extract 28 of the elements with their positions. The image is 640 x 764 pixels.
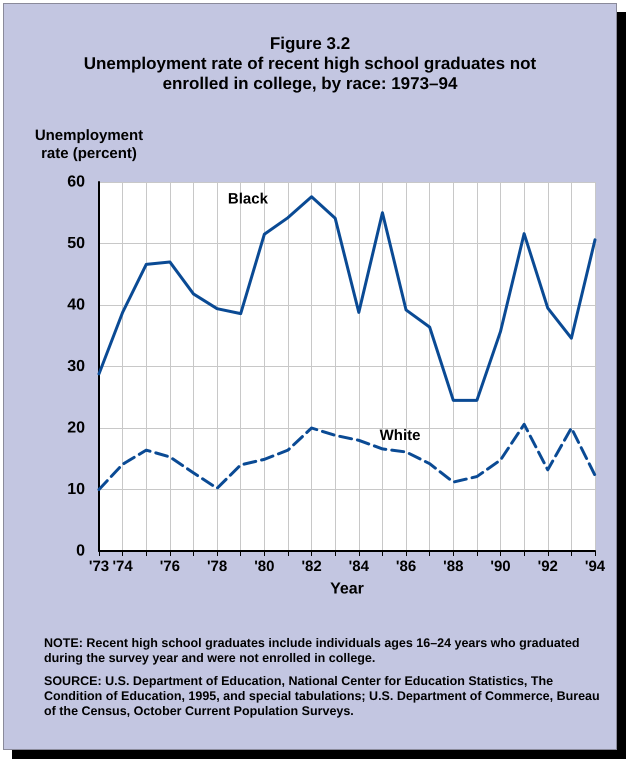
y-tick-label: 30 <box>67 358 86 375</box>
y-tick-label: 50 <box>67 235 86 252</box>
x-tick-label: '80 <box>254 558 274 575</box>
y-tick-label: 40 <box>67 296 86 314</box>
x-tick-label: '88 <box>443 558 464 575</box>
x-tick-label: '92 <box>538 558 558 575</box>
x-tick-label: '90 <box>490 558 511 575</box>
chart-subtitle: Unemployment rate of recent high school graduates not enrolled in college, by race: 1973–94 <box>82 54 538 94</box>
y-tick-label: 0 <box>76 542 86 560</box>
line-series <box>98 422 596 491</box>
y-tick-label: 20 <box>67 420 86 436</box>
series-label: Black <box>228 190 269 208</box>
x-tick-label: '86 <box>396 558 416 575</box>
x-tick-label: '94 <box>584 558 606 575</box>
y-axis-title: Unemployment rate (percent) <box>34 127 144 163</box>
text: NOTE: Recent high school graduates include individuals ages 16–24 years who graduated during the survey year and were not enrolled in college. <box>44 636 581 666</box>
x-tick-label: '73 <box>88 558 110 575</box>
x-tick-label: '76 <box>160 558 180 575</box>
x-tick-label: '84 <box>348 558 370 575</box>
y-tick-label: 10 <box>67 481 86 498</box>
series-label: White <box>380 426 420 444</box>
source-note: SOURCE: U.S. Department of Education, National Center for Education Statistics, The Condition of Education, 1995, and special tabulations; U.S. Department of Commerce, Bureau of the Census, October Current Population Surveys. <box>44 674 601 719</box>
x-tick-label: '82 <box>301 558 322 575</box>
x-tick-label: '74 <box>112 558 134 575</box>
x-axis-title: Year <box>330 580 364 598</box>
chart-title: Figure 3.2 <box>268 34 352 54</box>
x-tick-label: '78 <box>206 558 228 575</box>
y-tick-label: 60 <box>67 174 86 190</box>
